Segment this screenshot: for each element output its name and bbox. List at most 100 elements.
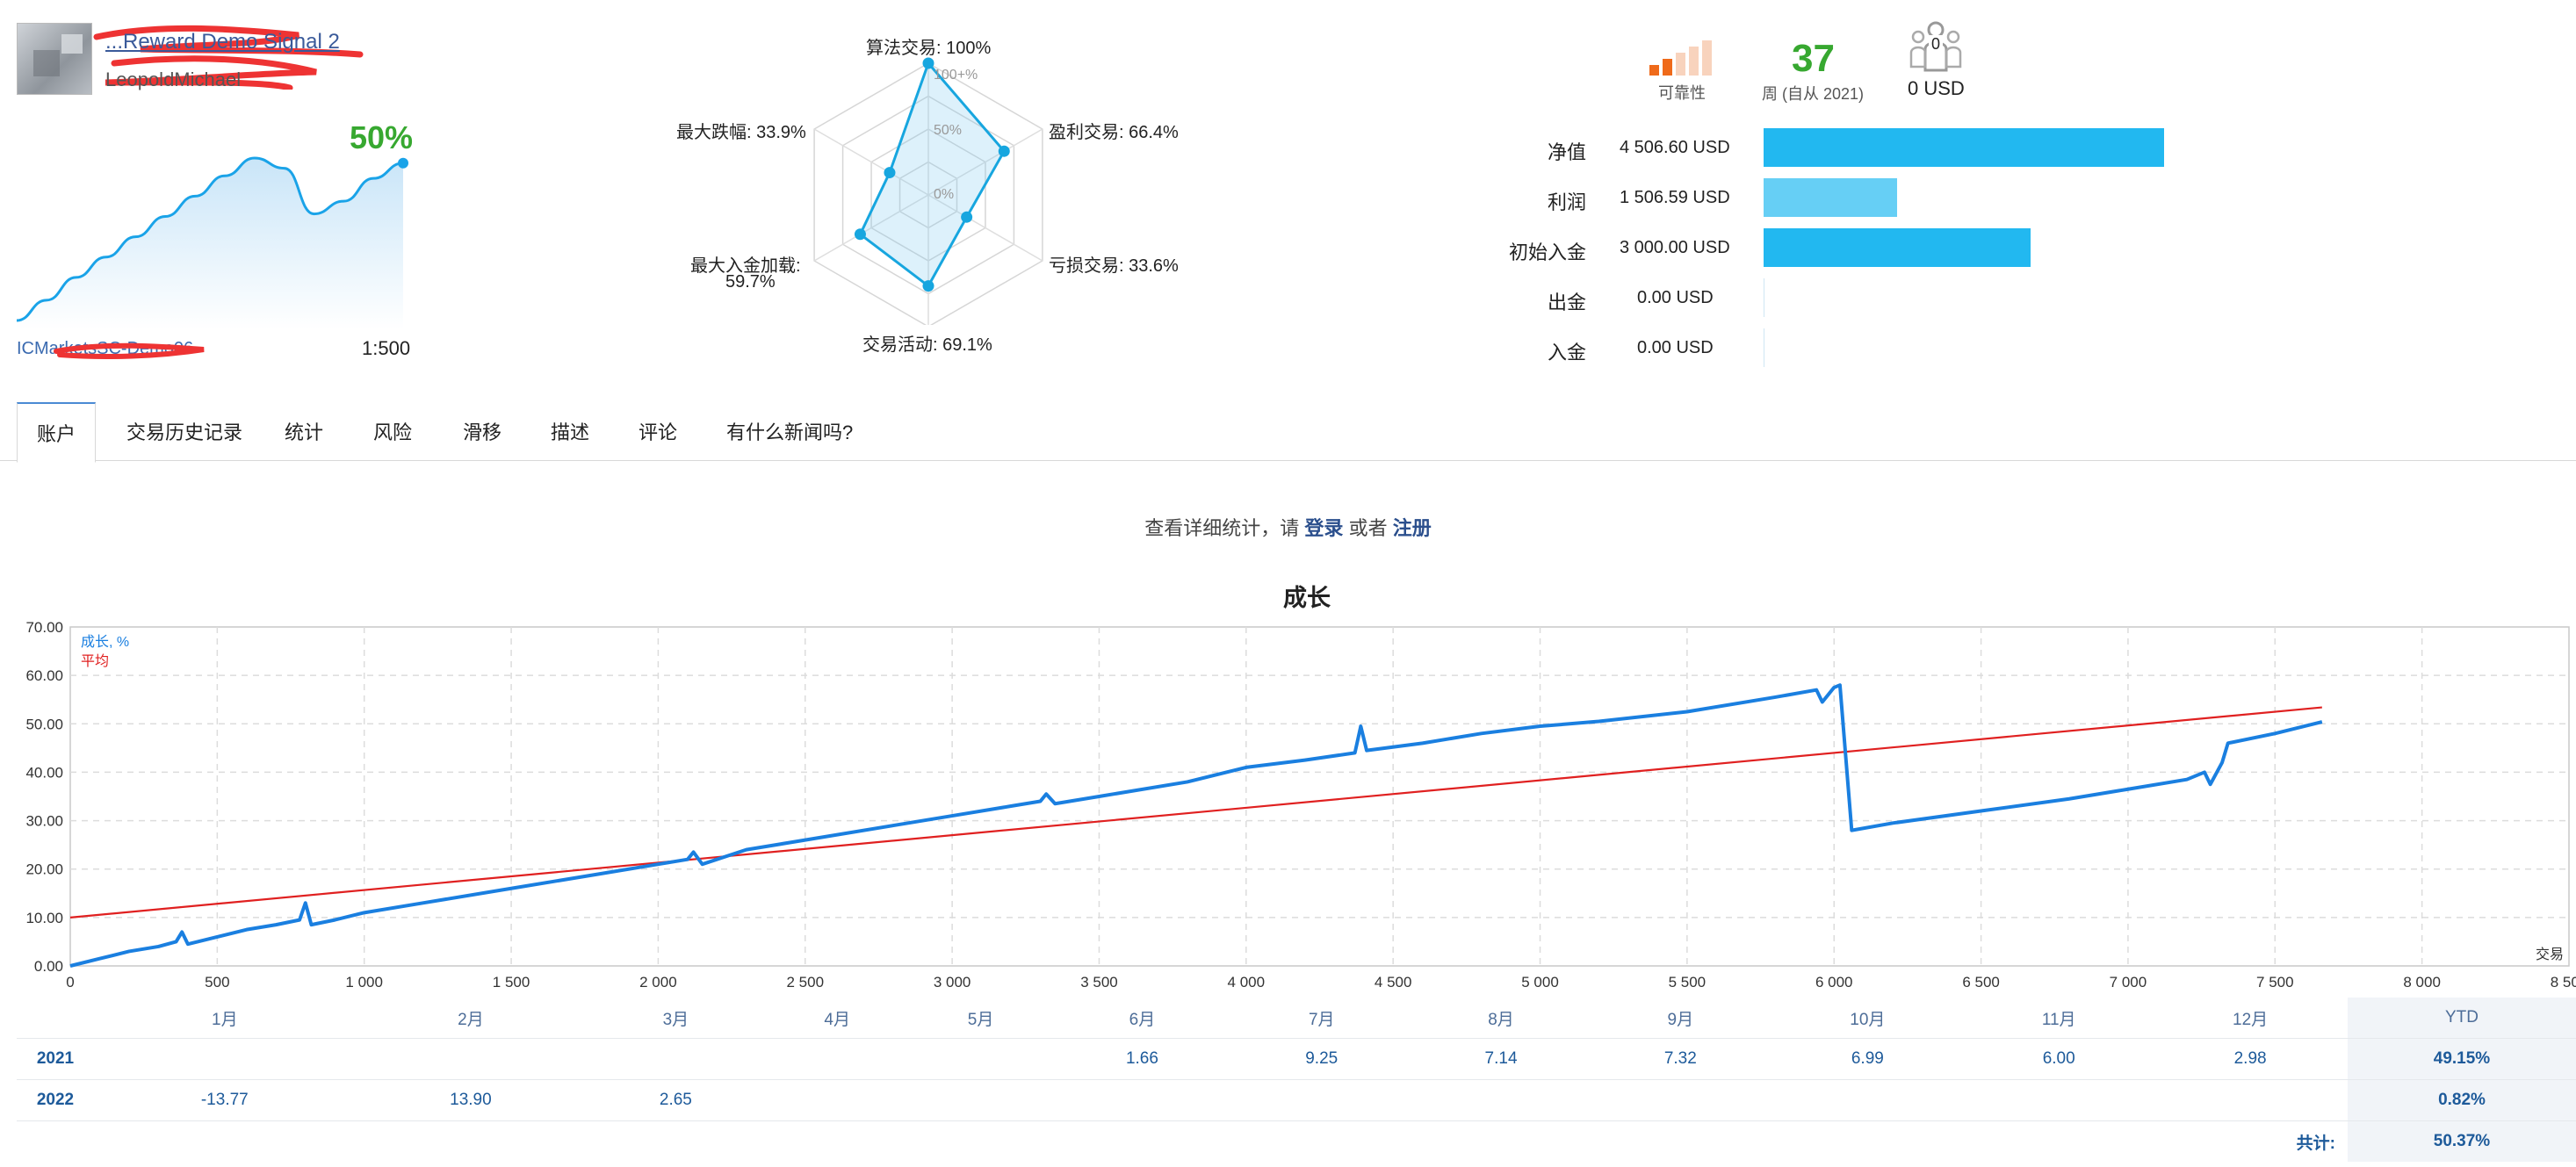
radar-point (961, 211, 973, 223)
x-tick-label: 7 000 (2110, 974, 2147, 991)
radar-axis (927, 194, 1043, 262)
reliability-bars-icon (1649, 40, 1712, 76)
row-ytd: 0.82% (2348, 1079, 2576, 1121)
month-header: 12月 (2233, 1010, 2269, 1029)
tab-1[interactable]: 交易历史记录 (126, 421, 243, 443)
mini-chart-end-point (398, 157, 408, 169)
growth-percent: 50% (350, 119, 414, 155)
radar-point (884, 167, 896, 179)
month-value: 9.25 (1231, 1038, 1411, 1080)
leverage: 1:500 (362, 337, 411, 359)
radar-label-max-drawdown: 最大跌幅: 33.9% (676, 123, 806, 142)
x-tick-label: 7 500 (2256, 974, 2294, 991)
signal-avatar[interactable] (17, 23, 92, 95)
month-header: 10月 (1850, 1010, 1886, 1029)
reliability-bar (1663, 59, 1672, 76)
radar-point (998, 145, 1010, 157)
x-tick-label: 0 (66, 974, 74, 991)
month-header: 1月 (212, 1010, 238, 1029)
x-tick-label: 1 000 (345, 974, 383, 991)
x-tick-label: 3 500 (1080, 974, 1118, 991)
tab-3[interactable]: 风险 (373, 421, 413, 443)
month-value: 6.00 (1965, 1038, 2154, 1080)
register-link[interactable]: 注册 (1392, 517, 1432, 539)
radar-tick-label: 50% (934, 123, 962, 138)
x-tick-label: 3 000 (934, 974, 971, 991)
x-tick-label: 8 500 (2551, 974, 2576, 991)
month-value: 1.66 (1052, 1038, 1232, 1080)
balance-bar (1764, 228, 2031, 267)
month-header: 5月 (967, 1010, 994, 1029)
tab-5[interactable]: 描述 (551, 421, 590, 443)
signal-author[interactable]: LeopoldMichael (105, 68, 242, 90)
radar-label-max-deposit-load: 最大入金加载: (690, 256, 801, 276)
x-tick-label: 6 000 (1815, 974, 1853, 991)
balance-value: 1 506.59 USD (1620, 188, 1730, 207)
balance-value: 4 506.60 USD (1620, 138, 1730, 157)
chart-title: 成长 (1283, 585, 1331, 611)
balance-value: 3 000.00 USD (1620, 238, 1730, 257)
radar-shape (858, 61, 1007, 288)
month-value: 2.98 (2153, 1038, 2348, 1080)
table-header-year (17, 998, 94, 1039)
y-tick-label: 20.00 (25, 861, 63, 878)
x-tick-label: 5 000 (1521, 974, 1559, 991)
month-value: -13.77 (94, 1079, 356, 1121)
radar-tick-label: 100+% (934, 68, 978, 83)
month-value (765, 1038, 909, 1080)
month-value (94, 1038, 356, 1080)
login-prompt-text: 查看详细统计，请 (1144, 517, 1300, 539)
radar-axis (927, 128, 1043, 196)
weeks-count: 37 (1792, 37, 1835, 80)
reliability-label: 可靠性 (1658, 84, 1706, 102)
table-row: 2021 1.66 9.25 7.14 7.32 6.99 6.00 2.98 49.15% (17, 1038, 2576, 1080)
month-value: 13.90 (355, 1079, 587, 1121)
tab-bar: 账户 交易历史记录 统计 风险 滑移 描述 评论 有什么新闻吗? (0, 402, 2576, 463)
mini-growth-chart (17, 156, 408, 329)
weeks-label: 周 (自从 2021) (1762, 85, 1865, 103)
radar-axis (813, 194, 929, 262)
x-tick-label: 8 000 (2403, 974, 2441, 991)
reliability-bar (1676, 53, 1685, 76)
tab-2[interactable]: 统计 (285, 421, 324, 443)
month-value (1052, 1079, 1232, 1121)
y-tick-label: 10.00 (25, 910, 63, 926)
balance-value: 0.00 USD (1637, 288, 1714, 307)
radar-label-activity: 交易活动: 69.1% (862, 335, 992, 355)
month-value: 2.65 (586, 1079, 766, 1121)
x-axis-label: 交易 (2536, 947, 2564, 962)
balance-label: 净值 (1547, 141, 1586, 163)
month-value (2153, 1079, 2348, 1121)
balance-value: 0.00 USD (1637, 338, 1714, 357)
month-value (908, 1079, 1053, 1121)
chart-plot-area (69, 626, 2570, 967)
month-value (1231, 1079, 1411, 1121)
subscribers-badge: 0 (1929, 35, 1944, 54)
series-line (69, 706, 2322, 918)
month-header: 3月 (662, 1010, 689, 1029)
reliability-bar (1649, 65, 1659, 76)
reliability-bar (1702, 40, 1712, 76)
month-value (1411, 1079, 1591, 1121)
mini-chart-area (17, 158, 403, 329)
radar-axis (813, 128, 929, 196)
subscribers-value: 0 USD (1908, 77, 1965, 99)
month-value (586, 1038, 766, 1080)
mini-chart-line (17, 156, 404, 322)
month-header: 7月 (1308, 1010, 1335, 1029)
y-tick-label: 30.00 (25, 813, 63, 830)
login-link[interactable]: 登录 (1304, 517, 1344, 539)
month-header: 11月 (2041, 1010, 2076, 1029)
radar-label-loss-trades: 亏损交易: 33.6% (1049, 256, 1179, 276)
tab-4[interactable]: 滑移 (463, 421, 502, 443)
total-value: 50.37% (2348, 1120, 2576, 1162)
x-tick-label: 1 500 (493, 974, 530, 991)
y-tick-label: 40.00 (25, 764, 63, 781)
month-header: 4月 (824, 1010, 850, 1029)
radar-label-algo: 算法交易: 100% (866, 39, 992, 58)
signal-name-link[interactable]: ...Reward Demo Signal 2 (105, 30, 340, 54)
tab-6[interactable]: 评论 (639, 421, 678, 443)
month-value (1770, 1079, 1966, 1121)
tab-7[interactable]: 有什么新闻吗? (726, 421, 854, 443)
tab-0[interactable]: 账户 (17, 402, 97, 463)
